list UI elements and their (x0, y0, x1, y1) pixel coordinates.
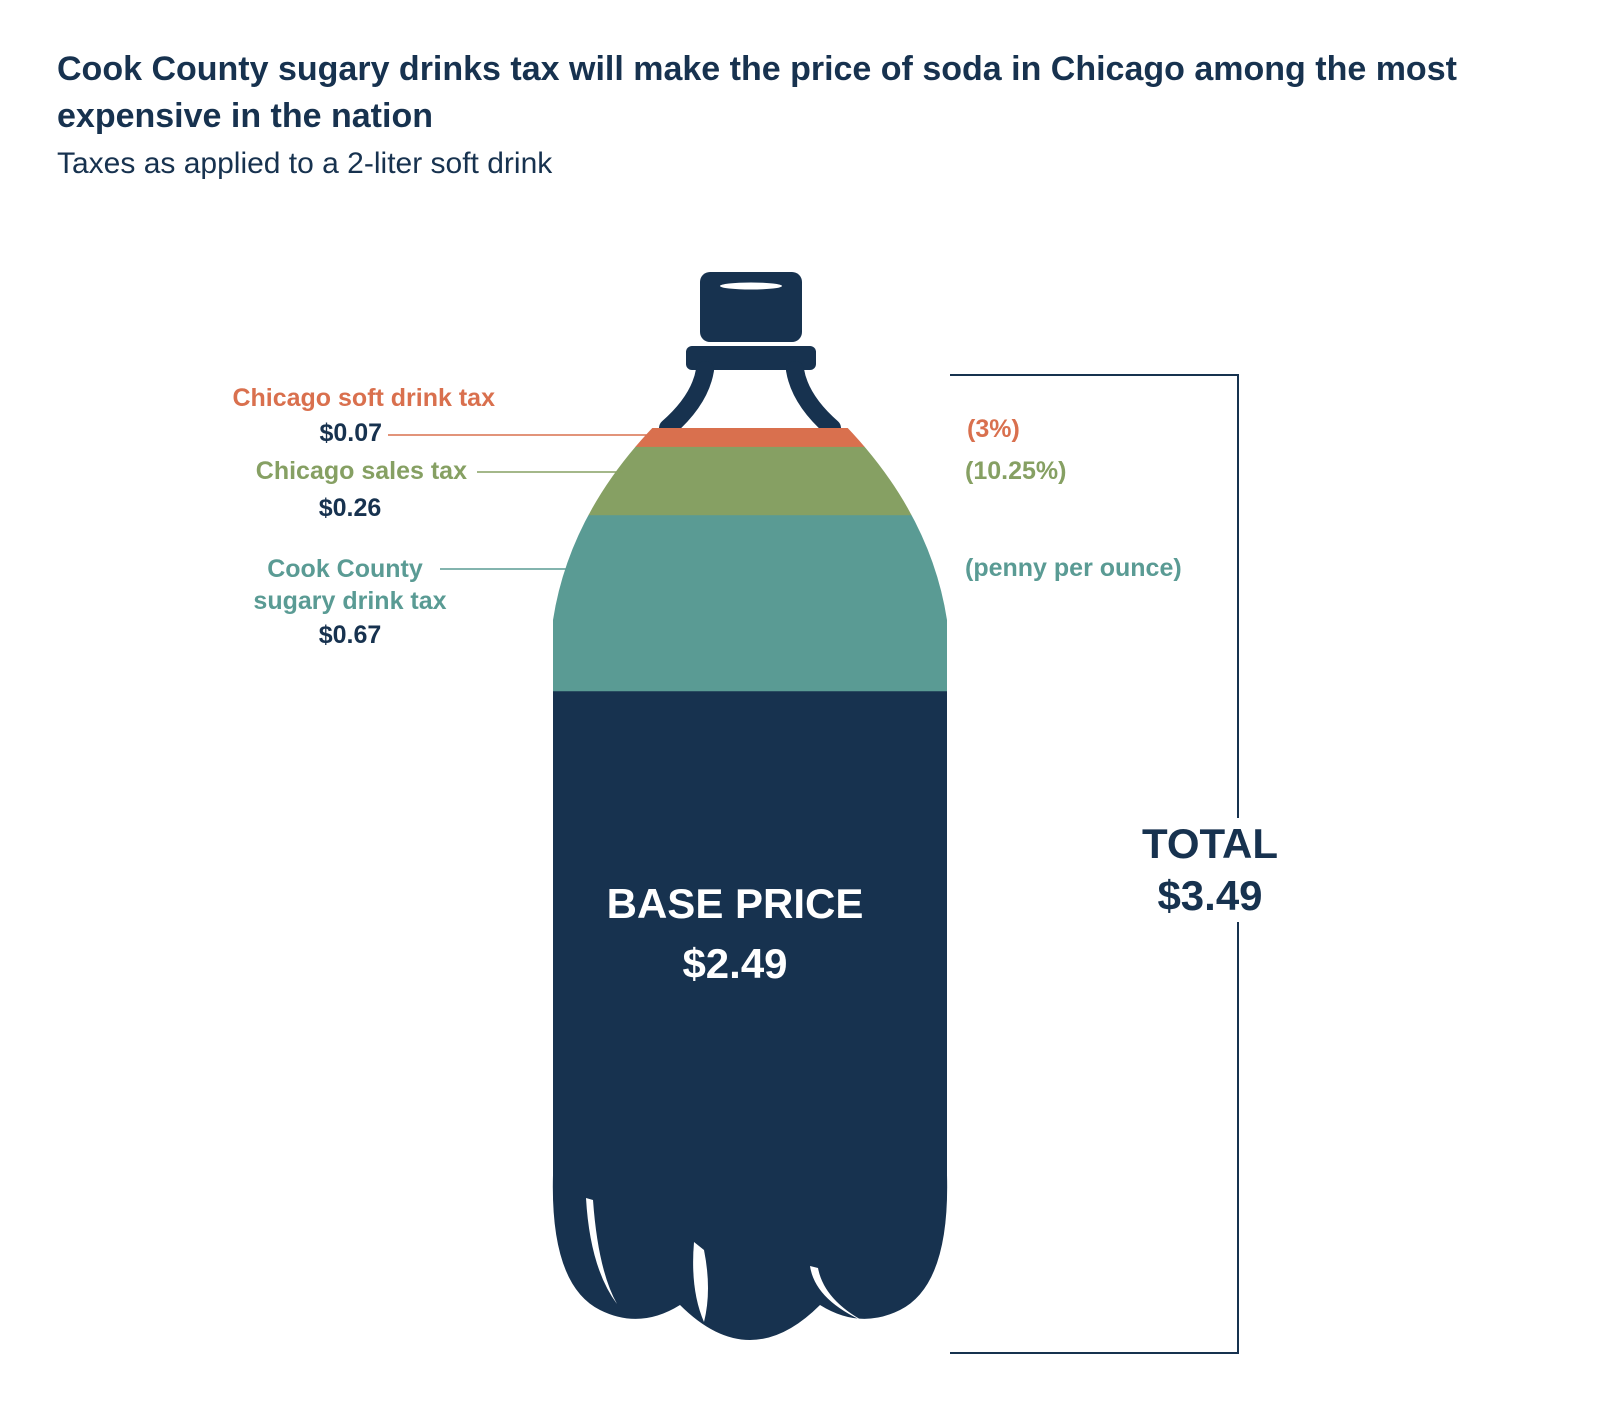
note-sugary-drink-tax-rate: (penny per ounce) (965, 554, 1182, 582)
chart-subtitle: Taxes as applied to a 2-liter soft drink (57, 147, 553, 180)
cap-highlight (720, 282, 782, 290)
note-sales-tax-rate: (10.25%) (965, 457, 1067, 485)
segment-chicago-soft-drink-tax (552, 428, 948, 447)
segment-cook-county-sugary-drink-tax (552, 514, 948, 692)
segment-base-price (552, 690, 948, 1340)
segment-chicago-sales-tax (552, 446, 948, 516)
bottle-highlight-3 (810, 1266, 865, 1322)
label-cook-county-line1: Cook County (267, 555, 423, 583)
bottle-cap (700, 272, 802, 342)
note-soft-drink-tax-rate: (3%) (967, 415, 1020, 443)
value-chicago-soft-drink-tax: $0.07 (319, 419, 382, 447)
bottle-neck-outline (659, 361, 841, 437)
bottle-highlight-1 (586, 1198, 617, 1304)
value-cook-county-sugary-drink-tax: $0.67 (318, 621, 382, 649)
base-price-value: $2.49 (682, 940, 788, 987)
label-chicago-sales-tax: Chicago sales tax (255, 457, 467, 485)
chart-title: Cook County sugary drinks tax will make … (57, 50, 1457, 135)
total-cost-value: $3.49 (1080, 870, 1340, 922)
value-chicago-sales-tax: $0.26 (318, 494, 382, 522)
bottle-collar (686, 346, 816, 370)
label-cook-county-line2: sugary drink tax (253, 587, 447, 615)
base-price-label: BASE PRICE (606, 880, 864, 927)
label-chicago-soft-drink-tax: Chicago soft drink tax (232, 384, 495, 412)
bottle-highlight-2 (693, 1242, 708, 1322)
